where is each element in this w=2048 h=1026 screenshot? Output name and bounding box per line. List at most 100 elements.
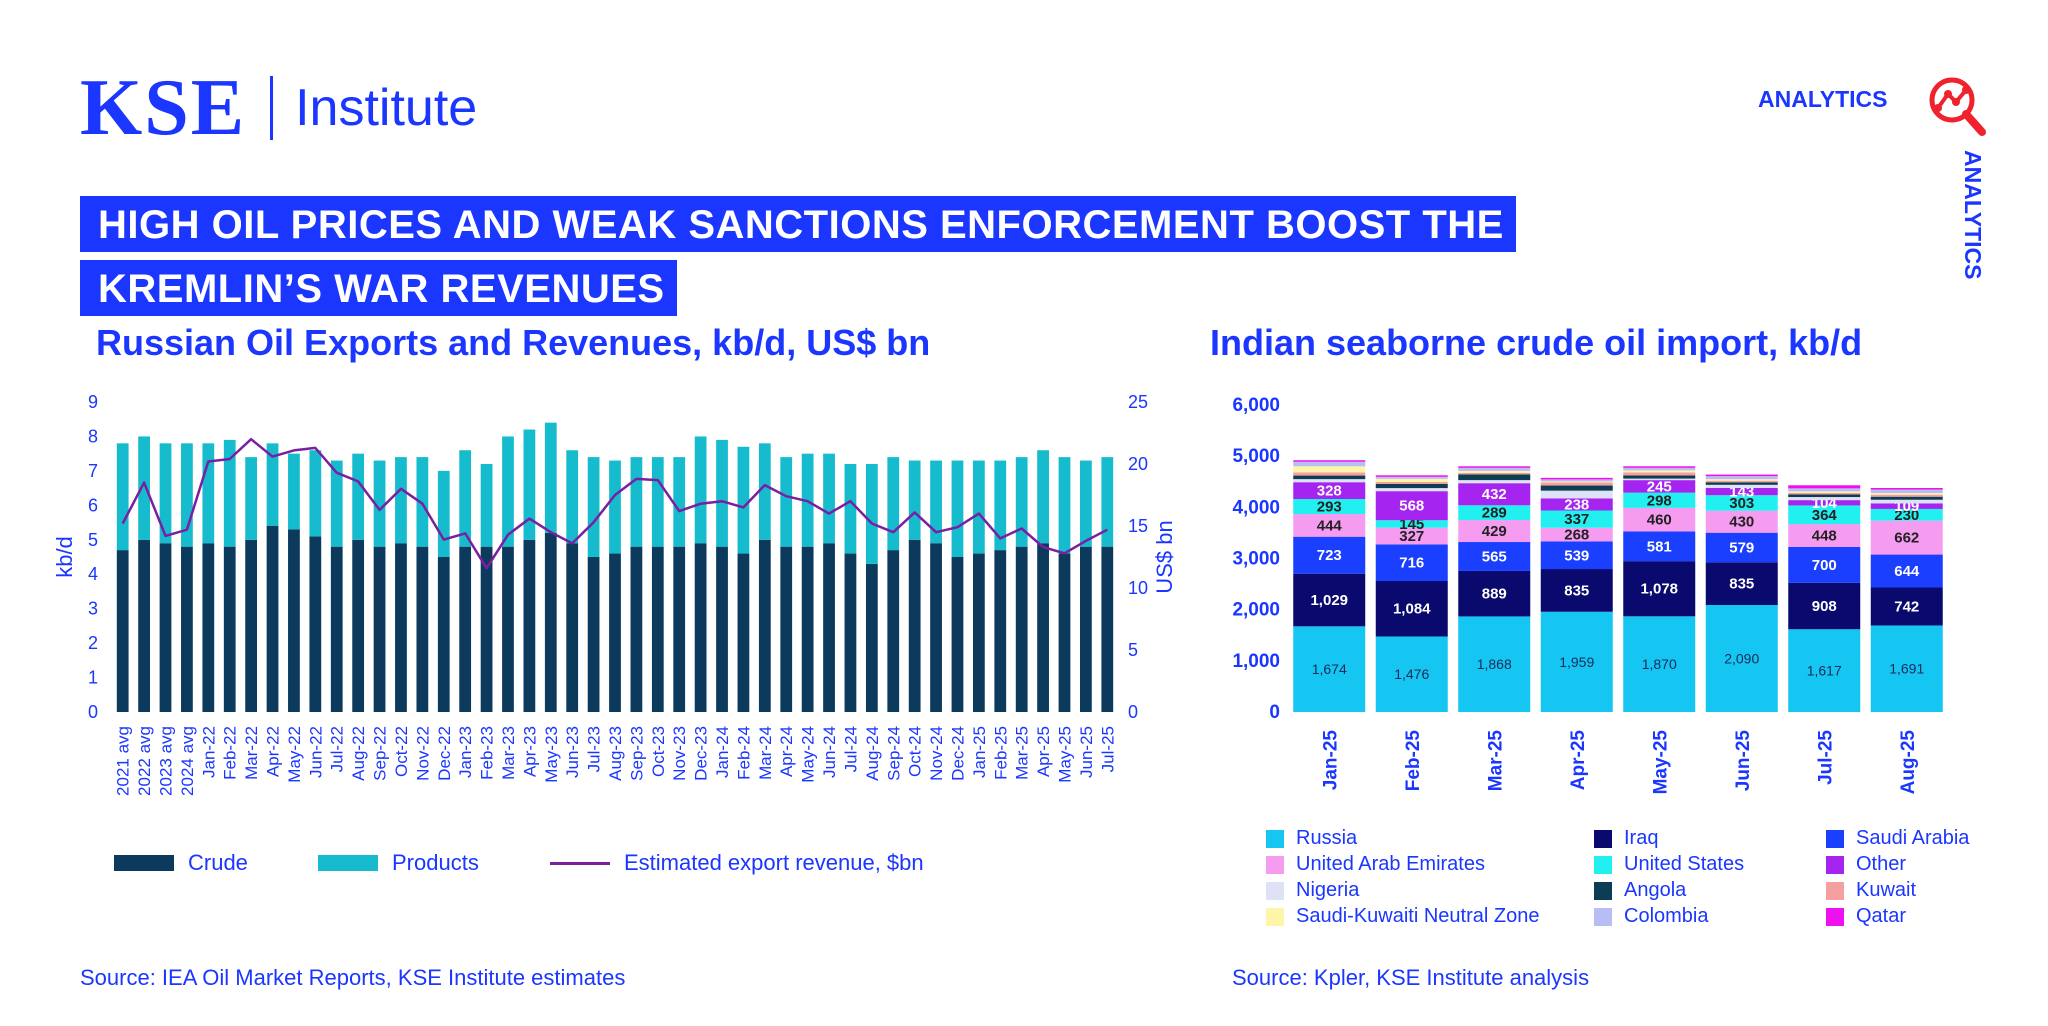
bar-crude bbox=[1015, 546, 1028, 712]
x-tick-label: Mar-24 bbox=[756, 726, 775, 780]
x-tick-label: Jun-25 bbox=[1733, 730, 1754, 792]
bar-crude bbox=[865, 563, 878, 712]
bar-products bbox=[951, 460, 964, 557]
data-label: 289 bbox=[1482, 505, 1507, 522]
legend-swatch-crude bbox=[114, 855, 174, 871]
x-tick-label: 2023 avg bbox=[157, 726, 176, 796]
legend-label-revenue: Estimated export revenue, $bn bbox=[624, 850, 924, 875]
bar-products bbox=[288, 453, 300, 530]
bar-products bbox=[994, 460, 1007, 551]
data-label: 889 bbox=[1482, 586, 1507, 603]
x-tick-label: Feb-25 bbox=[991, 726, 1010, 780]
bar-products bbox=[373, 460, 386, 547]
bar-products bbox=[309, 450, 322, 537]
data-label: 327 bbox=[1399, 528, 1424, 545]
x-tick-label: Feb-23 bbox=[478, 726, 497, 780]
bar-segment-qatar bbox=[1623, 466, 1696, 468]
bar-segment-iraq bbox=[1870, 587, 1943, 626]
bar-segment-saudi-arabia bbox=[1623, 531, 1696, 562]
bar-crude bbox=[223, 546, 236, 712]
bar-segment-saudi-arabia bbox=[1458, 542, 1531, 571]
legend-label: Saudi-Kuwaiti Neutral Zone bbox=[1296, 905, 1540, 927]
bar-crude bbox=[459, 546, 472, 712]
data-label: 579 bbox=[1729, 540, 1754, 557]
x-tick-label: Dec-22 bbox=[435, 726, 454, 781]
bar-products bbox=[737, 446, 750, 554]
bar-products bbox=[116, 443, 129, 551]
bar-crude bbox=[887, 550, 900, 712]
bar-segment-kuwait bbox=[1540, 482, 1613, 486]
x-tick-label: 2021 avg bbox=[114, 726, 133, 796]
x-tick-label: Sep-22 bbox=[371, 726, 390, 781]
x-tick-label: Oct-22 bbox=[392, 726, 411, 777]
legend-swatch bbox=[1266, 829, 1284, 848]
bar-crude bbox=[758, 539, 771, 712]
y-tick-label: 3 bbox=[88, 599, 98, 619]
bar-segment-nigeria bbox=[1705, 484, 1778, 488]
data-label: 1,870 bbox=[1642, 656, 1677, 672]
bar-products bbox=[630, 457, 643, 547]
bar-segment-united-arab-emirates bbox=[1375, 527, 1448, 545]
legend-item-revenue: Estimated export revenue, $bn bbox=[550, 850, 924, 876]
bar-products bbox=[480, 464, 493, 547]
bar-segment-russia bbox=[1623, 616, 1696, 712]
y2-tick-label: 5 bbox=[1128, 640, 1138, 660]
bar-crude bbox=[1101, 546, 1114, 712]
x-tick-label: Feb-25 bbox=[1403, 730, 1424, 792]
bar-segment-nigeria bbox=[1623, 478, 1696, 481]
bar-products bbox=[502, 436, 514, 547]
y-tick-label: 7 bbox=[88, 461, 98, 481]
bar-crude bbox=[502, 546, 514, 712]
x-tick-label: Sep-24 bbox=[884, 726, 903, 781]
bar-segment-russia bbox=[1705, 605, 1778, 712]
data-label: 230 bbox=[1894, 507, 1919, 524]
bar-products bbox=[266, 443, 279, 526]
bar-segment-colombia bbox=[1540, 479, 1613, 482]
x-tick-label: Apr-22 bbox=[264, 726, 283, 777]
bar-segment-iraq bbox=[1375, 581, 1448, 637]
bar-products bbox=[609, 460, 621, 554]
legend-label: Kuwait bbox=[1856, 879, 1917, 901]
bar-segment-saudi-kuwaiti-neutral-zone bbox=[1540, 481, 1613, 483]
x-tick-label: Apr-25 bbox=[1568, 730, 1589, 791]
data-label: 303 bbox=[1729, 495, 1754, 512]
bar-segment-qatar bbox=[1458, 466, 1531, 468]
bar-products bbox=[159, 443, 172, 544]
data-label: 1,674 bbox=[1312, 661, 1347, 677]
legend-swatch bbox=[1594, 881, 1612, 900]
bar-segment-kuwait bbox=[1458, 472, 1531, 475]
legend-item-products: Products bbox=[318, 850, 479, 876]
bar-products bbox=[844, 464, 857, 554]
y-tick-label: 2 bbox=[88, 633, 98, 653]
bar-crude bbox=[138, 539, 150, 712]
legend-item: Nigeria bbox=[1266, 879, 1359, 902]
bar-segment-qatar bbox=[1788, 485, 1861, 489]
data-label: 293 bbox=[1317, 498, 1342, 515]
bar-segment-other bbox=[1705, 487, 1778, 496]
legend-swatch bbox=[1826, 907, 1844, 926]
data-label: 835 bbox=[1564, 582, 1589, 599]
bar-segment-angola bbox=[1293, 475, 1366, 480]
bar-segment-saudi-kuwaiti-neutral-zone bbox=[1705, 479, 1778, 481]
bar-crude bbox=[202, 543, 215, 712]
x-tick-label: Jan-23 bbox=[456, 726, 475, 778]
logo-divider bbox=[270, 76, 274, 140]
analytics-label[interactable]: ANALYTICS bbox=[1758, 86, 1888, 112]
bar-products bbox=[330, 460, 343, 547]
bar-crude bbox=[694, 543, 707, 712]
bar-products bbox=[437, 470, 450, 557]
headline: HIGH OIL PRICES AND WEAK SANCTIONS ENFOR… bbox=[80, 196, 1516, 324]
analytics-magnifier-icon[interactable] bbox=[1922, 70, 1992, 140]
y2-tick-label: 15 bbox=[1128, 516, 1148, 536]
data-label: 539 bbox=[1564, 547, 1589, 564]
legend-item: Iraq bbox=[1594, 827, 1658, 850]
bar-segment-other bbox=[1375, 491, 1448, 521]
bar-segment-united-arab-emirates bbox=[1458, 520, 1531, 543]
bar-segment-other bbox=[1458, 483, 1531, 506]
legend-label: Russia bbox=[1296, 827, 1358, 849]
bar-products bbox=[395, 457, 407, 544]
x-tick-label: Mar-25 bbox=[1013, 726, 1032, 780]
legend-swatch bbox=[1266, 855, 1284, 874]
x-tick-label: Jun-22 bbox=[306, 726, 325, 778]
bar-segment-colombia bbox=[1870, 489, 1943, 494]
